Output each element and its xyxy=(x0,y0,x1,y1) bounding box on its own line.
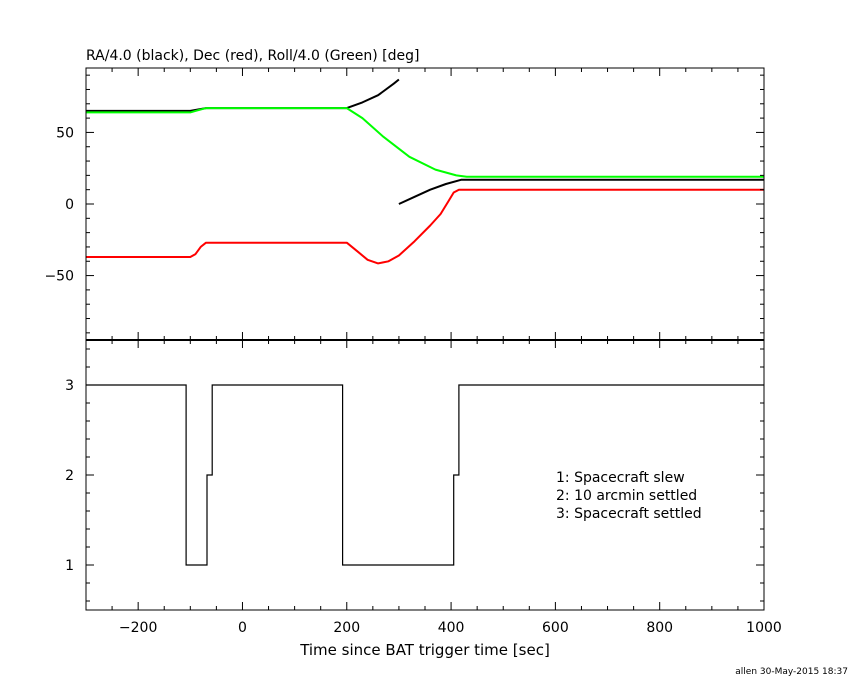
top-y-tick-label: −50 xyxy=(44,269,74,285)
x-tick-label: 0 xyxy=(238,620,247,636)
top-panel-ticks: −50 0 50 xyxy=(44,68,765,340)
bottom-panel-ticks: −200 0 200 400 600 800 1000 1 2 3 xyxy=(65,340,782,636)
bottom-y-tick-label: 1 xyxy=(65,558,74,574)
legend-item-3: 3: Spacecraft settled xyxy=(556,506,702,522)
series-dec xyxy=(86,188,764,265)
bottom-panel-series xyxy=(86,384,764,566)
top-y-tick-label: 0 xyxy=(65,197,74,213)
legend-item-2: 2: 10 arcmin settled xyxy=(556,488,697,504)
bottom-y-tick-label: 3 xyxy=(65,378,74,394)
series-roll-4-0 xyxy=(86,107,764,178)
footer-credit: allen 30-May-2015 18:37 xyxy=(735,667,848,677)
top-y-tick-label: 50 xyxy=(56,125,74,141)
x-tick-label: 800 xyxy=(646,620,673,636)
x-tick-label: −200 xyxy=(119,620,157,636)
x-tick-label: 1000 xyxy=(746,620,782,636)
series-settling-status xyxy=(86,384,764,566)
top-panel-series xyxy=(86,78,764,265)
x-axis-label: Time since BAT trigger time [sec] xyxy=(299,641,550,659)
bottom-y-tick-label: 2 xyxy=(65,468,74,484)
x-tick-label: 200 xyxy=(333,620,360,636)
x-tick-label: 600 xyxy=(542,620,569,636)
series-ra-4-0 xyxy=(86,78,400,112)
x-tick-label: 400 xyxy=(438,620,465,636)
series-ra-4-0 xyxy=(398,178,764,205)
top-panel-frame xyxy=(85,67,765,341)
legend-item-1: 1: Spacecraft slew xyxy=(556,470,685,486)
top-panel-title: RA/4.0 (black), Dec (red), Roll/4.0 (Gre… xyxy=(86,48,419,64)
